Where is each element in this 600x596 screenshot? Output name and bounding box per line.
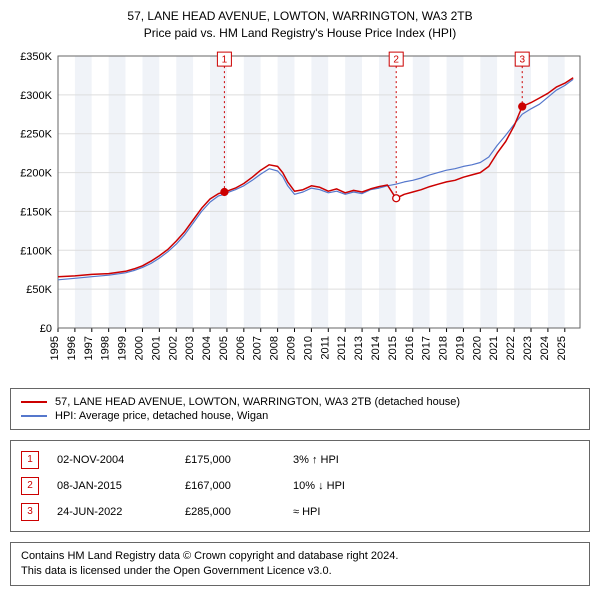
svg-text:2005: 2005	[218, 336, 230, 360]
svg-text:£350K: £350K	[20, 51, 52, 63]
sale-row: 1 02-NOV-2004 £175,000 3% ↑ HPI	[21, 447, 579, 473]
svg-text:1998: 1998	[100, 336, 112, 360]
sale-row: 2 08-JAN-2015 £167,000 10% ↓ HPI	[21, 473, 579, 499]
sale-change: 10% ↓ HPI	[293, 480, 579, 492]
svg-text:£0: £0	[40, 323, 52, 335]
svg-text:2015: 2015	[387, 336, 399, 360]
svg-text:2014: 2014	[370, 336, 382, 360]
sale-price: £167,000	[185, 480, 275, 492]
svg-text:2025: 2025	[556, 336, 568, 360]
price-chart: £0 £50K £100K £150K £200K £250K £300K £350K 1995…	[10, 48, 590, 378]
titles: 57, LANE HEAD AVENUE, LOWTON, WARRINGTON…	[10, 8, 590, 42]
legend-label: HPI: Average price, detached house, Wiga…	[55, 410, 268, 422]
chart-area: £0 £50K £100K £150K £200K £250K £300K £350K 1995…	[10, 48, 590, 378]
svg-text:3: 3	[519, 54, 525, 65]
svg-text:1: 1	[222, 54, 228, 65]
svg-text:2002: 2002	[167, 336, 179, 360]
svg-text:2001: 2001	[150, 336, 162, 360]
sale-date: 08-JAN-2015	[57, 480, 167, 492]
title-line-2: Price paid vs. HM Land Registry's House …	[10, 25, 590, 42]
svg-text:2: 2	[393, 54, 399, 65]
svg-text:2007: 2007	[252, 336, 264, 360]
svg-text:2008: 2008	[269, 336, 281, 360]
title-line-1: 57, LANE HEAD AVENUE, LOWTON, WARRINGTON…	[10, 8, 590, 25]
legend-swatch	[21, 415, 47, 417]
credit-line-1: Contains HM Land Registry data © Crown c…	[21, 549, 579, 564]
svg-text:2000: 2000	[133, 336, 145, 360]
sale-marker-icon: 2	[21, 477, 39, 495]
svg-text:2017: 2017	[421, 336, 433, 360]
chart-container: 57, LANE HEAD AVENUE, LOWTON, WARRINGTON…	[0, 0, 600, 596]
sale-date: 24-JUN-2022	[57, 506, 167, 518]
legend-item: 57, LANE HEAD AVENUE, LOWTON, WARRINGTON…	[21, 395, 579, 409]
sales-table: 1 02-NOV-2004 £175,000 3% ↑ HPI 2 08-JAN-2015…	[10, 440, 590, 532]
svg-text:2022: 2022	[505, 336, 517, 360]
sale-row: 3 24-JUN-2022 £285,000 ≈ HPI	[21, 499, 579, 525]
svg-text:2011: 2011	[319, 336, 331, 360]
svg-text:2021: 2021	[488, 336, 500, 360]
svg-text:1996: 1996	[66, 336, 78, 360]
svg-text:2023: 2023	[522, 336, 534, 360]
sale-date: 02-NOV-2004	[57, 454, 167, 466]
svg-text:2003: 2003	[184, 336, 196, 360]
legend-item: HPI: Average price, detached house, Wiga…	[21, 409, 579, 423]
sale-marker-icon: 1	[21, 451, 39, 469]
svg-text:2009: 2009	[286, 336, 298, 360]
data-credit: Contains HM Land Registry data © Crown c…	[10, 542, 590, 587]
svg-text:1995: 1995	[49, 336, 61, 360]
svg-text:2020: 2020	[471, 336, 483, 360]
svg-text:£200K: £200K	[20, 167, 52, 179]
svg-text:2016: 2016	[404, 336, 416, 360]
svg-text:2013: 2013	[353, 336, 365, 360]
sale-price: £175,000	[185, 454, 275, 466]
svg-text:1997: 1997	[83, 336, 95, 360]
svg-text:£50K: £50K	[26, 284, 52, 296]
svg-text:£300K: £300K	[20, 89, 52, 101]
svg-text:1999: 1999	[117, 336, 129, 360]
legend-label: 57, LANE HEAD AVENUE, LOWTON, WARRINGTON…	[55, 396, 460, 408]
sale-change: 3% ↑ HPI	[293, 454, 579, 466]
legend-swatch	[21, 401, 47, 403]
svg-text:£250K: £250K	[20, 128, 52, 140]
svg-text:2024: 2024	[539, 336, 551, 360]
svg-text:£100K: £100K	[20, 245, 52, 257]
sale-change: ≈ HPI	[293, 506, 579, 518]
sale-marker-icon: 3	[21, 503, 39, 521]
svg-text:2012: 2012	[336, 336, 348, 360]
svg-text:2006: 2006	[235, 336, 247, 360]
legend: 57, LANE HEAD AVENUE, LOWTON, WARRINGTON…	[10, 388, 590, 430]
svg-text:£150K: £150K	[20, 206, 52, 218]
svg-text:2019: 2019	[454, 336, 466, 360]
svg-text:2004: 2004	[201, 336, 213, 360]
credit-line-2: This data is licensed under the Open Gov…	[21, 564, 579, 579]
svg-text:2018: 2018	[438, 336, 450, 360]
sale-price: £285,000	[185, 506, 275, 518]
svg-text:2010: 2010	[302, 336, 314, 360]
